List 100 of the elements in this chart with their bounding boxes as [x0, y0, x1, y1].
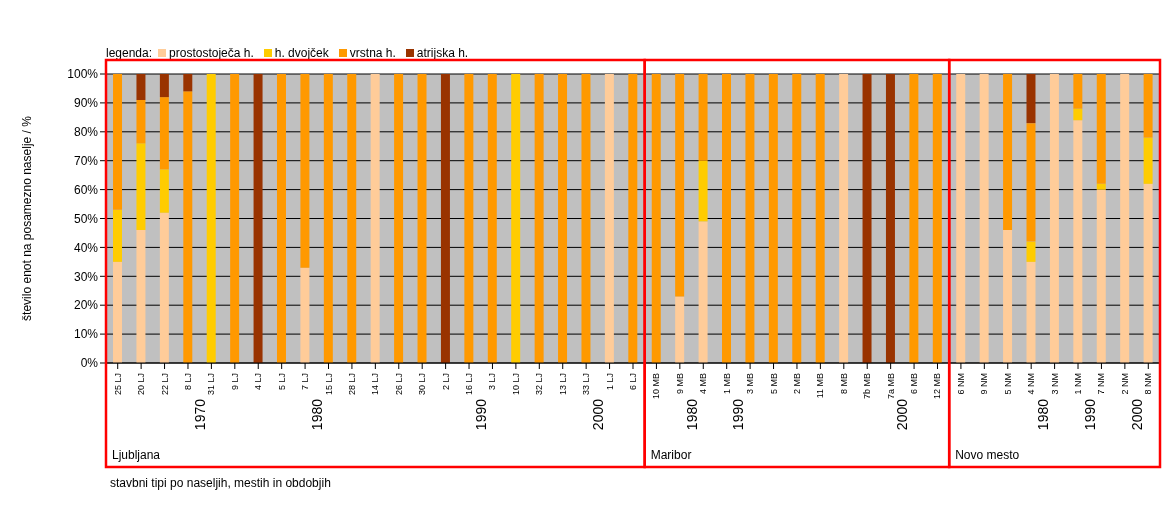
y-tick-label: 50%: [73, 211, 99, 226]
y-tick-label: 10%: [73, 327, 99, 342]
bar: [1003, 230, 1013, 363]
text: 1990: [1081, 398, 1098, 431]
y-tick-label: 40%: [73, 240, 99, 255]
text: 2000: [1128, 398, 1145, 431]
bar: [1026, 241, 1036, 262]
bar: [1143, 137, 1153, 184]
bar: [839, 74, 849, 363]
bar: [136, 143, 146, 231]
bar: [534, 74, 544, 363]
x-tick-label: 9 LJ: [229, 373, 240, 391]
bar: [136, 100, 146, 144]
bar: [1096, 74, 1106, 184]
bar: [183, 91, 193, 363]
x-tick-label: 5 MB: [768, 373, 779, 395]
bar: [675, 296, 685, 363]
bar: [698, 74, 708, 161]
bar: [113, 74, 123, 210]
bar: [1073, 108, 1083, 121]
bar: [159, 97, 169, 170]
x-tick-label: 22 LJ: [159, 373, 170, 396]
bar: [206, 74, 216, 363]
bar: [136, 74, 146, 101]
legend-label: h. dvojček: [274, 46, 329, 60]
x-tick-label: 7 NM: [1096, 373, 1107, 395]
x-tick-label: 25 LJ: [112, 373, 123, 396]
text: 2000: [894, 398, 911, 431]
bar: [1049, 74, 1059, 363]
x-tick-label: 4 MB: [698, 373, 709, 395]
x-tick-label: 9 MB: [674, 373, 685, 395]
bar: [440, 74, 450, 363]
bar: [417, 74, 427, 363]
x-tick-label: 9 NM: [979, 373, 990, 395]
x-tick-label: 13 LJ: [557, 373, 568, 396]
x-tick-label: 6 LJ: [628, 373, 638, 391]
x-tick-label: 33 LJ: [581, 373, 592, 396]
x-tick-label: 7a MB: [885, 373, 896, 400]
x-tick-label: 5 LJ: [276, 373, 287, 391]
bar: [675, 74, 685, 297]
y-tick-label: 20%: [73, 298, 99, 313]
x-tick-label: 28 LJ: [346, 373, 357, 396]
bar: [394, 74, 404, 363]
x-tick-label: 10 MB: [651, 373, 662, 400]
x-tick-label: 7 LJ: [300, 373, 311, 391]
bar: [159, 212, 169, 363]
bar: [1026, 74, 1036, 124]
x-tick-label: 26 LJ: [393, 373, 404, 396]
bar: [604, 74, 614, 363]
bar: [487, 74, 497, 363]
bar: [956, 74, 966, 363]
bar: [230, 74, 240, 363]
x-tick-label: 5 NM: [1002, 373, 1013, 395]
legend-label: prostostoječa h.: [169, 46, 254, 60]
bar: [651, 74, 661, 363]
bar: [1003, 74, 1013, 231]
bar: [1120, 74, 1130, 363]
text: 1990: [730, 398, 747, 431]
bar: [815, 74, 825, 363]
text: Maribor: [650, 448, 692, 462]
x-tick-label: 20 LJ: [136, 373, 147, 396]
y-tick-label: 100%: [67, 67, 99, 82]
x-tick-label: 1 MB: [721, 373, 732, 395]
bar: [159, 74, 169, 98]
x-tick-label: 11 MB: [815, 373, 826, 399]
bar: [1143, 183, 1153, 363]
bar: [300, 74, 310, 268]
bar: [300, 267, 310, 363]
x-tick-label: 1 NM: [1073, 373, 1084, 395]
bar: [276, 74, 286, 363]
text: stavbni tipi po naseljih, mestih in obdobjih: [110, 476, 331, 490]
y-tick-label: 80%: [73, 125, 99, 140]
legend-label: atrijska h.: [416, 46, 469, 60]
text: Novo mesto: [955, 448, 1020, 462]
bar: [979, 74, 989, 363]
text: 1990: [472, 398, 489, 431]
bar: [159, 169, 169, 213]
bar: [581, 74, 591, 363]
y-tick-label: 90%: [73, 96, 99, 111]
x-tick-label: 2 NM: [1119, 373, 1130, 395]
text: Ljubljana: [112, 448, 161, 462]
y-tick-label: 30%: [73, 269, 99, 284]
legend-title: legenda:: [106, 46, 153, 60]
x-tick-label: 8 NM: [1143, 373, 1154, 395]
text: 1980: [1034, 398, 1051, 431]
text: 1980: [308, 398, 325, 431]
x-tick-label: 32 LJ: [534, 373, 545, 396]
x-tick-label: 2 MB: [791, 373, 802, 395]
y-tick-label: 0%: [80, 356, 99, 371]
bar: [1143, 74, 1153, 138]
bar: [347, 74, 357, 363]
bar: [909, 74, 919, 363]
bar: [885, 74, 895, 363]
x-tick-label: 12 MB: [932, 373, 943, 400]
x-tick-label: 8 MB: [838, 373, 849, 395]
bar: [1026, 261, 1036, 363]
bar: [1026, 123, 1036, 242]
y-tick-label: 60%: [73, 182, 99, 197]
bar: [323, 74, 333, 363]
bar: [113, 261, 123, 363]
